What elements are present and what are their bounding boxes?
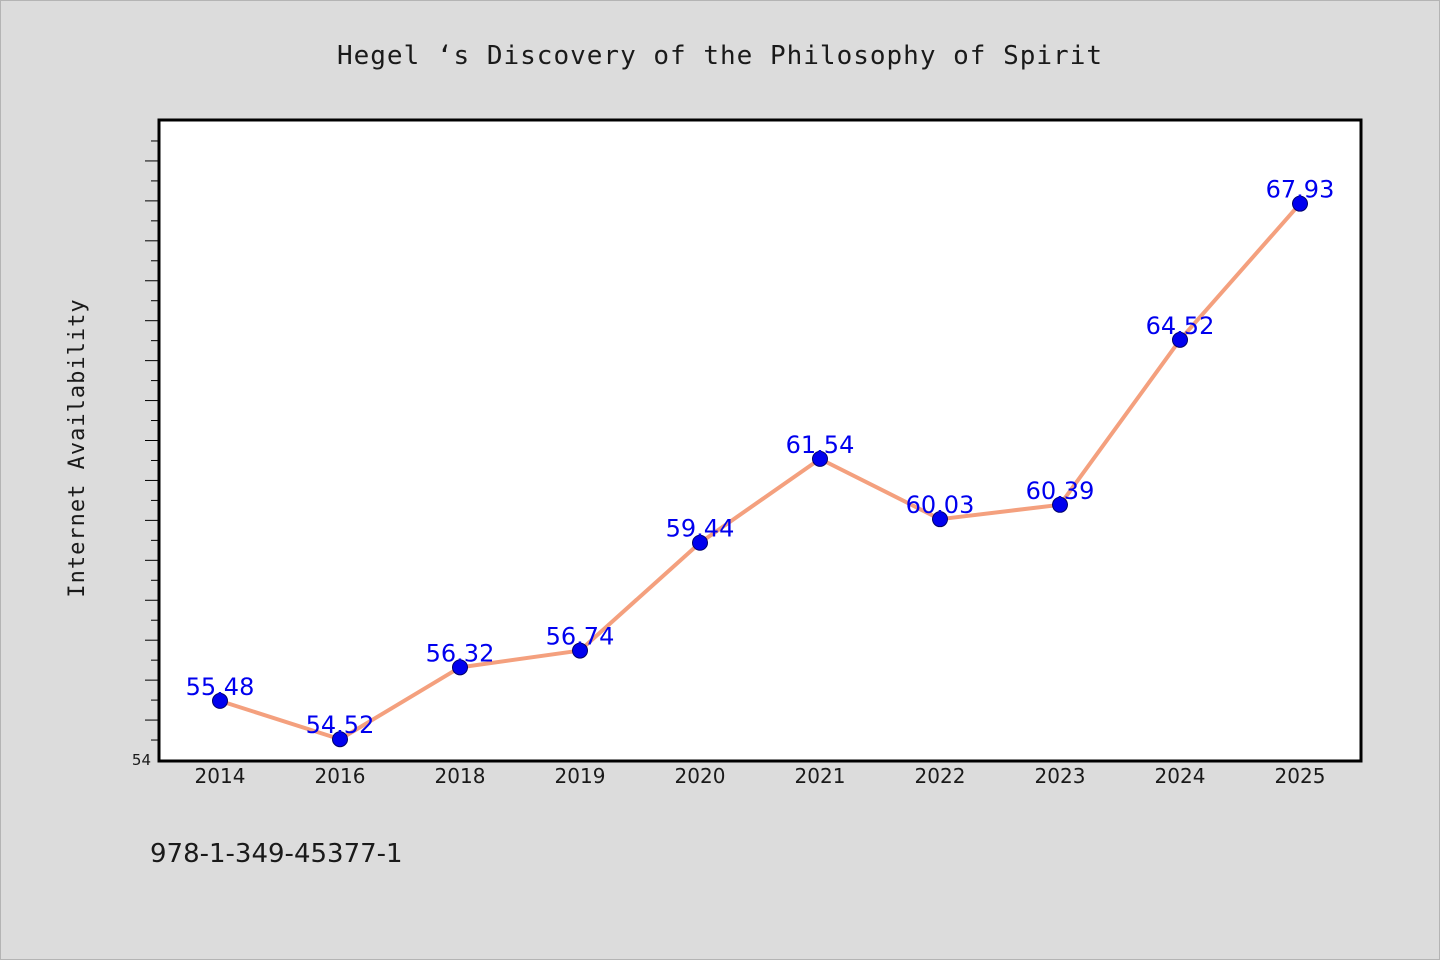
data-label: 64.52 bbox=[1146, 312, 1215, 340]
x-tick-label: 2019 bbox=[555, 764, 606, 788]
x-tick-label: 2021 bbox=[795, 764, 846, 788]
y-axis-ticks: 54 bbox=[132, 140, 159, 769]
data-point bbox=[572, 642, 588, 659]
data-label: 61.54 bbox=[786, 431, 855, 459]
chart-title: Hegel ‘s Discovery of the Philosophy of … bbox=[337, 41, 1103, 71]
data-label: 55.48 bbox=[186, 673, 255, 701]
x-tick-label: 2023 bbox=[1035, 764, 1086, 788]
x-tick-label: 2014 bbox=[195, 764, 246, 788]
data-label: 67.93 bbox=[1266, 176, 1335, 204]
data-point bbox=[692, 534, 708, 551]
x-tick-label: 2020 bbox=[675, 764, 726, 788]
y-axis-label: Internet Availability bbox=[65, 298, 90, 597]
plot-area bbox=[157, 118, 1363, 763]
data-label: 60.39 bbox=[1026, 477, 1095, 505]
data-label: 59.44 bbox=[666, 515, 735, 543]
x-tick-label: 2018 bbox=[435, 764, 486, 788]
data-label: 54.52 bbox=[306, 711, 375, 739]
data-label: 56.74 bbox=[546, 623, 615, 651]
x-tick-label: 2025 bbox=[1275, 764, 1326, 788]
series-line bbox=[219, 202, 1302, 742]
footer-code: 978-1-349-45377-1 bbox=[150, 839, 403, 869]
x-tick-label: 2016 bbox=[315, 764, 366, 788]
data-point bbox=[1172, 331, 1188, 348]
y-tick-label: 54 bbox=[132, 751, 151, 769]
data-point bbox=[452, 659, 468, 676]
data-label: 56.32 bbox=[426, 639, 495, 667]
data-label: 60.03 bbox=[906, 491, 975, 519]
series-line-group bbox=[219, 202, 1302, 742]
data-point bbox=[1292, 195, 1308, 212]
x-tick-label: 2022 bbox=[915, 764, 966, 788]
data-value-labels: 55.48 54.52 56.32 56.74 59.44 61.54 60.03 60.39… bbox=[186, 176, 1335, 740]
data-point bbox=[212, 692, 228, 709]
data-point bbox=[332, 731, 348, 748]
data-markers bbox=[212, 195, 1308, 748]
x-axis-tick-labels: 2014 2016 2018 2019 2020 2021 2022 2023 2024 2025 bbox=[195, 764, 1326, 788]
data-point bbox=[932, 511, 948, 528]
data-point bbox=[812, 450, 828, 467]
data-point bbox=[1052, 496, 1068, 513]
x-tick-label: 2024 bbox=[1155, 764, 1206, 788]
